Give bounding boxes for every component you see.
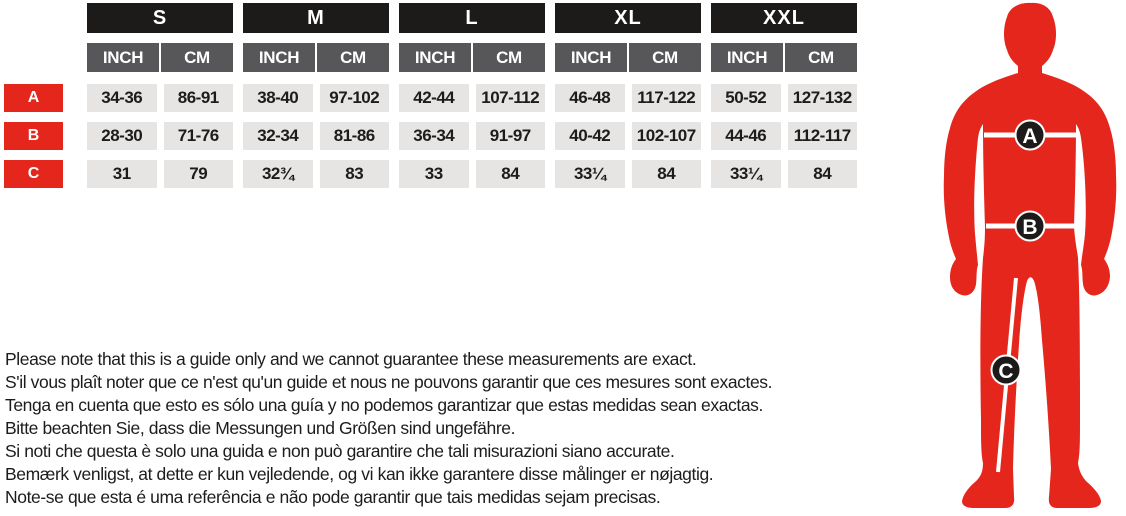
measurement-cell: 33 bbox=[399, 160, 469, 188]
unit-header-inch: INCH bbox=[243, 43, 315, 72]
measurement-cell: 50-52 bbox=[711, 84, 781, 112]
measurement-row-c: 33¼ 84 bbox=[711, 160, 857, 188]
row-label-b: B bbox=[4, 122, 63, 150]
unit-header-row: INCH CM bbox=[243, 43, 389, 72]
disclaimer-text-block: Please note that this is a guide only an… bbox=[5, 348, 773, 509]
measurement-cell: 28-30 bbox=[87, 122, 157, 150]
disclaimer-line-es: Tenga en cuenta que esto es sólo una guí… bbox=[5, 395, 763, 415]
measurement-cell: 86-91 bbox=[163, 84, 233, 112]
unit-header-row: INCH CM bbox=[555, 43, 701, 72]
size-header-xxl: XXL bbox=[711, 3, 857, 33]
measurement-cell: 112-117 bbox=[787, 122, 857, 150]
measurement-row-b: 28-30 71-76 bbox=[87, 122, 233, 150]
marker-b-icon bbox=[1014, 210, 1046, 242]
body-measurement-figure: A B C bbox=[935, 0, 1126, 516]
disclaimer-line-pt: Note-se que esta é uma referência e não … bbox=[5, 487, 661, 507]
measurement-cell: 31 bbox=[87, 160, 157, 188]
measurement-cell: 81-86 bbox=[319, 122, 389, 150]
size-column-s: S INCH CM 34-36 86-91 28-30 71-76 31 79 bbox=[87, 3, 233, 198]
measurement-cell: 83 bbox=[319, 160, 389, 188]
size-column-m: M INCH CM 38-40 97-102 32-34 81-86 32¾ 8… bbox=[243, 3, 389, 198]
body-silhouette-shape bbox=[943, 2, 1117, 508]
marker-a-icon bbox=[1014, 119, 1046, 151]
marker-c-icon bbox=[990, 354, 1022, 386]
unit-header-row: INCH CM bbox=[711, 43, 857, 72]
body-silhouette-icon: A B C bbox=[943, 2, 1117, 508]
unit-header-row: INCH CM bbox=[87, 43, 233, 72]
measurement-row-c: 32¾ 83 bbox=[243, 160, 389, 188]
unit-header-cm: CM bbox=[629, 43, 701, 72]
measurement-row-b: 44-46 112-117 bbox=[711, 122, 857, 150]
size-column-xxl: XXL INCH CM 50-52 127-132 44-46 112-117 … bbox=[711, 3, 857, 198]
measurement-cell: 46-48 bbox=[555, 84, 625, 112]
disclaimer-line-fr: S'il vous plaît noter que ce n'est qu'un… bbox=[5, 372, 773, 392]
measurement-row-a: 46-48 117-122 bbox=[555, 84, 701, 112]
measurement-cell: 36-34 bbox=[399, 122, 469, 150]
measurement-cell: 71-76 bbox=[163, 122, 233, 150]
marker-a-label: A bbox=[1022, 125, 1037, 148]
measurement-cell: 117-122 bbox=[631, 84, 701, 112]
measurement-row-a: 42-44 107-112 bbox=[399, 84, 545, 112]
measurement-cell: 97-102 bbox=[319, 84, 389, 112]
measurement-row-c: 31 79 bbox=[87, 160, 233, 188]
disclaimer-line-it: Si noti che questa è solo una guida e no… bbox=[5, 441, 675, 461]
measurement-cell: 38-40 bbox=[243, 84, 313, 112]
measurement-row-b: 32-34 81-86 bbox=[243, 122, 389, 150]
measurement-row-b: 40-42 102-107 bbox=[555, 122, 701, 150]
measurement-row-c: 33 84 bbox=[399, 160, 545, 188]
marker-b-label: B bbox=[1022, 216, 1037, 239]
measurement-cell: 34-36 bbox=[87, 84, 157, 112]
measurement-cell: 91-97 bbox=[475, 122, 545, 150]
unit-header-row: INCH CM bbox=[399, 43, 545, 72]
size-column-l: L INCH CM 42-44 107-112 36-34 91-97 33 8… bbox=[399, 3, 545, 198]
measurement-row-a: 34-36 86-91 bbox=[87, 84, 233, 112]
measurement-cell: 32-34 bbox=[243, 122, 313, 150]
measurement-cell: 42-44 bbox=[399, 84, 469, 112]
size-header-l: L bbox=[399, 3, 545, 33]
size-column-xl: XL INCH CM 46-48 117-122 40-42 102-107 3… bbox=[555, 3, 701, 198]
measurement-cell: 84 bbox=[475, 160, 545, 188]
disclaimer-line-da: Bemærk venligst, at dette er kun vejlede… bbox=[5, 464, 714, 484]
measurement-cell: 33¼ bbox=[555, 160, 625, 188]
measurement-cell: 44-46 bbox=[711, 122, 781, 150]
marker-c-label: C bbox=[998, 360, 1013, 383]
row-label-a: A bbox=[4, 84, 63, 112]
measurement-cell: 79 bbox=[163, 160, 233, 188]
size-chart: A B C S INCH CM 34-36 86-91 28-30 71-76 … bbox=[4, 3, 857, 198]
disclaimer-line-en: Please note that this is a guide only an… bbox=[5, 349, 697, 369]
unit-header-cm: CM bbox=[785, 43, 857, 72]
measurement-label-column: A B C bbox=[4, 3, 63, 198]
disclaimer-line-de: Bitte beachten Sie, dass die Messungen u… bbox=[5, 418, 516, 438]
unit-header-cm: CM bbox=[161, 43, 233, 72]
measurement-cell: 32¾ bbox=[243, 160, 313, 188]
unit-header-cm: CM bbox=[473, 43, 545, 72]
size-header-m: M bbox=[243, 3, 389, 33]
measurement-cell: 102-107 bbox=[631, 122, 701, 150]
row-label-c: C bbox=[4, 160, 63, 188]
unit-header-inch: INCH bbox=[87, 43, 159, 72]
measurement-cell: 127-132 bbox=[787, 84, 857, 112]
measurement-row-a: 50-52 127-132 bbox=[711, 84, 857, 112]
unit-header-cm: CM bbox=[317, 43, 389, 72]
measurement-cell: 33¼ bbox=[711, 160, 781, 188]
size-header-xl: XL bbox=[555, 3, 701, 33]
measurement-row-a: 38-40 97-102 bbox=[243, 84, 389, 112]
measurement-row-b: 36-34 91-97 bbox=[399, 122, 545, 150]
measurement-cell: 107-112 bbox=[475, 84, 545, 112]
measurement-cell: 84 bbox=[631, 160, 701, 188]
unit-header-inch: INCH bbox=[711, 43, 783, 72]
measurement-cell: 40-42 bbox=[555, 122, 625, 150]
unit-header-inch: INCH bbox=[399, 43, 471, 72]
measurement-row-c: 33¼ 84 bbox=[555, 160, 701, 188]
unit-header-inch: INCH bbox=[555, 43, 627, 72]
size-header-s: S bbox=[87, 3, 233, 33]
measurement-cell: 84 bbox=[787, 160, 857, 188]
